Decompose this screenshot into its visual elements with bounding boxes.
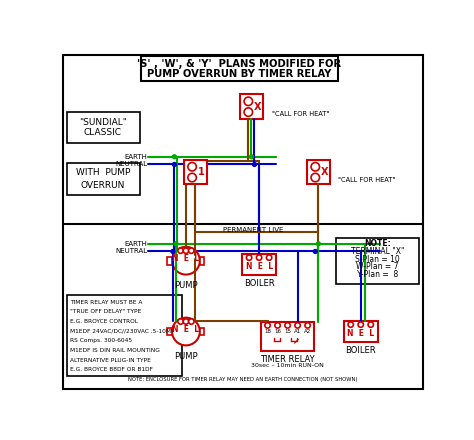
- Circle shape: [368, 322, 374, 327]
- Text: X: X: [321, 167, 328, 177]
- Text: 30sec – 10min RUN-ON: 30sec – 10min RUN-ON: [251, 363, 324, 368]
- Circle shape: [311, 162, 319, 171]
- Circle shape: [311, 173, 319, 182]
- Circle shape: [189, 248, 194, 253]
- Circle shape: [244, 97, 253, 106]
- Text: N  E  L: N E L: [347, 329, 374, 337]
- Text: A2: A2: [304, 329, 311, 334]
- Text: 15: 15: [284, 329, 291, 334]
- Text: RS Comps. 300-6045: RS Comps. 300-6045: [70, 338, 132, 343]
- Text: WITH  PUMP: WITH PUMP: [75, 169, 130, 177]
- Text: NEUTRAL: NEUTRAL: [115, 249, 147, 254]
- Text: NEUTRAL: NEUTRAL: [115, 161, 147, 168]
- FancyBboxPatch shape: [336, 238, 419, 284]
- FancyBboxPatch shape: [261, 322, 314, 351]
- Text: A1: A1: [294, 329, 301, 334]
- Circle shape: [188, 173, 196, 182]
- Text: "SUNDIAL": "SUNDIAL": [79, 117, 127, 127]
- Text: 18: 18: [264, 329, 271, 334]
- Circle shape: [249, 155, 253, 159]
- Circle shape: [285, 323, 290, 328]
- FancyBboxPatch shape: [200, 257, 204, 264]
- Circle shape: [358, 322, 364, 327]
- Circle shape: [173, 155, 176, 159]
- Text: PUMP: PUMP: [174, 281, 198, 290]
- FancyBboxPatch shape: [344, 321, 378, 342]
- Text: 'S' , 'W', & 'Y'  PLANS MODIFIED FOR: 'S' , 'W', & 'Y' PLANS MODIFIED FOR: [137, 59, 341, 70]
- Circle shape: [244, 108, 253, 116]
- Text: N  E  L: N E L: [173, 325, 200, 334]
- Circle shape: [188, 162, 196, 171]
- Circle shape: [246, 255, 252, 260]
- Circle shape: [275, 323, 280, 328]
- Text: TERMINAL "X": TERMINAL "X": [351, 247, 404, 256]
- Text: NOTE: ENCLOSURE FOR TIMER RELAY MAY NEED AN EARTH CONNECTION (NOT SHOWN): NOTE: ENCLOSURE FOR TIMER RELAY MAY NEED…: [128, 377, 358, 381]
- Circle shape: [317, 242, 320, 246]
- FancyBboxPatch shape: [200, 328, 204, 335]
- FancyBboxPatch shape: [307, 160, 330, 184]
- FancyBboxPatch shape: [141, 56, 337, 81]
- Text: "CALL FOR HEAT": "CALL FOR HEAT": [272, 111, 329, 117]
- Text: N  E  L: N E L: [173, 254, 200, 263]
- Text: S-Plan = 10: S-Plan = 10: [356, 255, 400, 264]
- FancyBboxPatch shape: [242, 254, 276, 275]
- Text: N  E  L: N E L: [246, 262, 273, 271]
- Circle shape: [265, 323, 270, 328]
- FancyBboxPatch shape: [240, 95, 263, 119]
- Circle shape: [178, 319, 183, 324]
- Circle shape: [171, 249, 175, 253]
- FancyBboxPatch shape: [167, 328, 172, 335]
- Circle shape: [295, 323, 301, 328]
- FancyBboxPatch shape: [66, 295, 182, 376]
- FancyBboxPatch shape: [66, 163, 140, 195]
- Text: "CALL FOR HEAT": "CALL FOR HEAT": [337, 177, 395, 183]
- Circle shape: [174, 242, 178, 246]
- Text: ALTERNATIVE PLUG-IN TYPE: ALTERNATIVE PLUG-IN TYPE: [70, 358, 151, 363]
- Text: NOTE:: NOTE:: [365, 239, 391, 248]
- Text: PERMANENT LIVE: PERMANENT LIVE: [223, 227, 283, 233]
- Text: E.G. BROYCE B8DF OR B1DF: E.G. BROYCE B8DF OR B1DF: [70, 367, 153, 372]
- Text: M1EDF IS DIN RAIL MOUNTING: M1EDF IS DIN RAIL MOUNTING: [70, 348, 160, 353]
- Circle shape: [305, 323, 310, 328]
- Text: X: X: [254, 102, 261, 112]
- Circle shape: [173, 162, 176, 166]
- Circle shape: [348, 322, 354, 327]
- Text: E.G. BROYCE CONTROL: E.G. BROYCE CONTROL: [70, 319, 137, 324]
- Circle shape: [178, 248, 183, 253]
- FancyBboxPatch shape: [63, 55, 423, 389]
- Text: EARTH: EARTH: [125, 241, 147, 247]
- Circle shape: [172, 318, 200, 345]
- Text: OVERRUN: OVERRUN: [81, 181, 125, 190]
- Text: M1EDF 24VAC/DC//230VAC .5-10MI: M1EDF 24VAC/DC//230VAC .5-10MI: [70, 329, 173, 334]
- Circle shape: [183, 319, 189, 324]
- Text: PUMP: PUMP: [174, 352, 198, 360]
- Text: BOILER: BOILER: [244, 279, 274, 288]
- Circle shape: [253, 162, 256, 166]
- Text: Y-Plan =  8: Y-Plan = 8: [357, 270, 398, 279]
- Text: TIMER RELAY: TIMER RELAY: [260, 356, 315, 364]
- FancyBboxPatch shape: [167, 257, 172, 264]
- Text: W-Plan = 7: W-Plan = 7: [356, 262, 399, 271]
- Text: 1: 1: [198, 167, 205, 177]
- Text: BOILER: BOILER: [346, 346, 376, 355]
- Circle shape: [266, 255, 272, 260]
- Text: CLASSIC: CLASSIC: [84, 128, 122, 137]
- FancyBboxPatch shape: [183, 160, 207, 184]
- Text: PUMP OVERRUN BY TIMER RELAY: PUMP OVERRUN BY TIMER RELAY: [147, 70, 331, 79]
- Circle shape: [313, 249, 317, 253]
- Circle shape: [172, 247, 200, 275]
- Text: TIMER RELAY MUST BE A: TIMER RELAY MUST BE A: [70, 300, 142, 305]
- Text: EARTH: EARTH: [125, 154, 147, 160]
- Circle shape: [256, 255, 262, 260]
- FancyBboxPatch shape: [66, 112, 140, 143]
- Text: "TRUE OFF DELAY" TYPE: "TRUE OFF DELAY" TYPE: [70, 309, 141, 315]
- Text: 16: 16: [274, 329, 281, 334]
- Circle shape: [189, 319, 194, 324]
- Circle shape: [183, 248, 189, 253]
